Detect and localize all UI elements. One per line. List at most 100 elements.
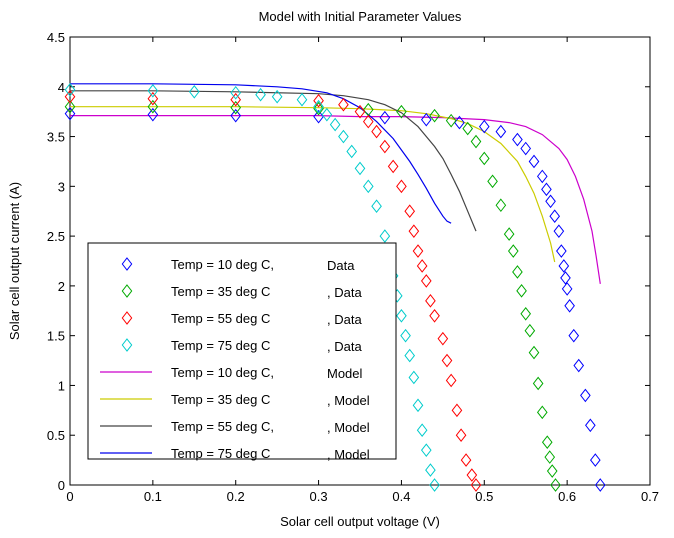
legend-marker	[121, 284, 133, 298]
data-point-series-0	[420, 112, 432, 127]
y-tick-label: 1	[58, 378, 65, 393]
data-point-series-2	[313, 93, 324, 108]
model-line-0	[70, 114, 601, 284]
data-point-series-3	[429, 478, 440, 492]
legend-suffix: , Model	[327, 393, 370, 408]
legend-suffix: , Data	[327, 312, 362, 327]
data-point-series-3	[379, 229, 391, 243]
data-point-series-3	[425, 463, 436, 477]
data-point-series-0	[564, 298, 575, 313]
y-tick-label: 4.5	[47, 30, 65, 45]
data-point-series-0	[528, 154, 540, 169]
legend: Temp = 10 deg C, Data Temp = 35 deg C , Dat…	[87, 242, 397, 462]
data-point-series-1	[64, 99, 76, 114]
data-point-series-1	[487, 174, 498, 189]
data-point-series-3	[230, 85, 242, 100]
data-point-series-3	[338, 129, 349, 144]
data-point-series-3	[147, 83, 159, 98]
y-tick-label: 0.5	[47, 428, 65, 443]
data-point-series-3	[404, 348, 416, 363]
data-point-series-0	[541, 182, 552, 197]
data-point-series-3	[255, 87, 266, 102]
data-point-series-0	[589, 453, 601, 467]
data-point-series-0	[230, 108, 242, 123]
data-point-series-3	[271, 89, 283, 104]
data-point-series-2	[429, 308, 440, 323]
data-point-series-0	[549, 209, 561, 224]
data-point-series-3	[188, 84, 200, 99]
data-point-series-1	[541, 435, 553, 450]
data-point-series-2	[425, 294, 436, 308]
data-point-series-0	[478, 119, 490, 134]
data-point-series-3	[362, 179, 374, 194]
legend-suffix: , Model	[327, 420, 370, 435]
data-point-series-2	[230, 92, 242, 107]
y-tick-label: 2.5	[47, 229, 65, 244]
legend-marker	[121, 338, 133, 352]
data-point-series-1	[445, 113, 457, 128]
legend-label: Temp = 55 deg C	[171, 311, 270, 326]
legend-label: Temp = 75 deg C	[171, 338, 270, 353]
chart-title: Model with Initial Parameter Values	[259, 9, 462, 24]
y-tick-label: 1.5	[47, 329, 65, 344]
data-point-series-0	[568, 328, 580, 343]
y-axis-label: Solar cell output current (A)	[7, 182, 22, 340]
data-point-series-0	[560, 271, 571, 285]
x-tick-label: 0.1	[144, 489, 162, 504]
data-point-series-2	[408, 224, 420, 238]
data-point-series-1	[147, 99, 159, 114]
data-point-series-0	[594, 478, 606, 492]
x-axis-label: Solar cell output voltage (V)	[280, 514, 440, 529]
data-point-series-0	[561, 282, 573, 296]
data-point-series-2	[451, 403, 463, 418]
data-point-series-3	[396, 308, 407, 323]
data-point-series-1	[532, 376, 544, 391]
legend-suffix: Data	[327, 258, 355, 273]
legend-suffix: Model	[327, 366, 363, 381]
x-tick-label: 0.5	[475, 489, 493, 504]
data-point-series-1	[528, 345, 540, 360]
data-point-series-3	[296, 92, 308, 107]
data-point-series-2	[416, 259, 428, 273]
data-point-series-2	[387, 159, 399, 174]
data-point-series-3	[354, 161, 366, 176]
legend-marker	[121, 257, 133, 271]
y-tick-label: 0	[58, 478, 65, 493]
legend-suffix: , Data	[327, 339, 362, 354]
data-point-series-1	[544, 450, 556, 464]
x-tick-label: 0.7	[641, 489, 659, 504]
model-line-3	[70, 83, 452, 224]
data-point-series-1	[507, 244, 519, 258]
data-point-series-0	[147, 107, 159, 122]
data-point-series-3	[400, 328, 411, 343]
data-point-series-2	[379, 139, 391, 154]
data-markers	[64, 82, 606, 492]
legend-suffix: , Data	[327, 285, 362, 300]
data-point-series-1	[516, 284, 527, 298]
legend-label: Temp = 35 deg C	[171, 392, 270, 407]
data-point-series-0	[573, 358, 585, 373]
axis-ticks: 0 0.1 0.2 0.3 0.4 0.5 0.6 0.7 0 0.5 1 1.5 2 2.5 3 3.5 4 4…	[47, 30, 659, 504]
legend-label: Temp = 35 deg C	[171, 284, 270, 299]
data-point-series-1	[550, 478, 561, 492]
data-point-series-1	[230, 100, 242, 115]
data-point-series-0	[536, 169, 548, 184]
data-point-series-0	[545, 194, 556, 209]
data-point-series-2	[338, 97, 349, 112]
y-tick-label: 2	[58, 279, 65, 294]
x-tick-label: 0.2	[227, 489, 245, 504]
data-point-series-1	[462, 121, 474, 136]
model-line-1	[70, 106, 556, 263]
x-tick-label: 0	[66, 489, 73, 504]
data-point-series-2	[354, 104, 366, 119]
data-point-series-2	[147, 91, 159, 106]
data-point-series-1	[536, 405, 548, 420]
model-lines	[70, 83, 601, 284]
data-point-series-1	[313, 101, 324, 116]
data-point-series-2	[455, 428, 467, 443]
data-point-series-2	[404, 204, 416, 219]
data-point-series-1	[512, 265, 523, 279]
data-point-series-3	[346, 144, 358, 159]
